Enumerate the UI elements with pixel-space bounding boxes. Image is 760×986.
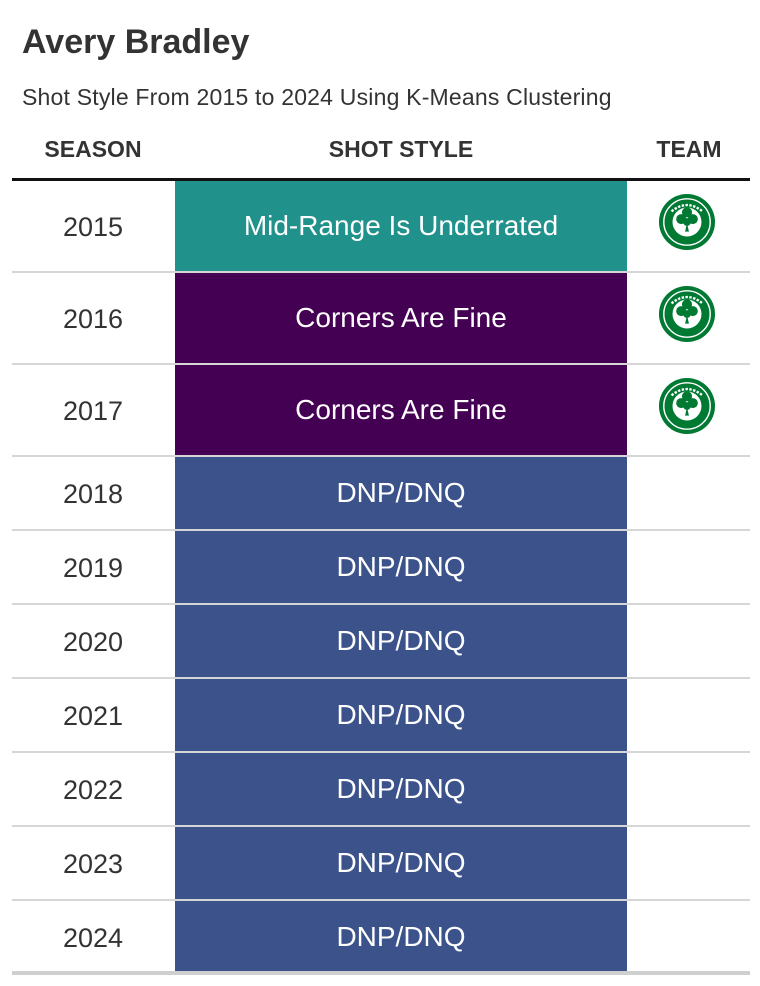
team-cell [628,679,750,753]
season-cell: 2018 [62,478,124,509]
team-cell [628,457,750,531]
celtics-logo-icon [658,285,716,343]
table-row: 2020 DNP/DNQ [12,605,750,679]
season-cell: 2021 [62,700,124,731]
season-cell: 2024 [62,922,124,953]
team-cell [628,901,750,975]
team-cell [628,827,750,901]
season-cell: 2016 [62,303,124,334]
table-body: 2015 Mid-Range Is Underrated 2016 Corners A… [12,181,750,975]
row-divider [12,677,750,679]
table-row: 2015 Mid-Range Is Underrated [12,181,750,273]
header-divider [12,178,750,181]
team-cell [628,531,750,605]
celtics-logo-icon [658,193,716,251]
shot-style-cell: Corners Are Fine [175,365,627,455]
celtics-logo-icon [658,377,716,435]
shot-style-cell: Mid-Range Is Underrated [175,181,627,271]
row-divider [12,455,750,457]
shot-style-cell: DNP/DNQ [175,827,627,899]
shot-style-cell: DNP/DNQ [175,753,627,825]
table-row: 2016 Corners Are Fine [12,273,750,365]
column-header-season: SEASON [44,136,142,162]
team-cell [628,273,750,365]
table-row: 2024 DNP/DNQ [12,901,750,975]
shot-style-cell: DNP/DNQ [175,605,627,677]
table-row: 2019 DNP/DNQ [12,531,750,605]
team-cell [628,753,750,827]
table-row: 2022 DNP/DNQ [12,753,750,827]
row-divider [12,971,750,975]
row-divider [12,751,750,753]
season-cell: 2017 [62,395,124,426]
shot-style-cell: Corners Are Fine [175,273,627,363]
row-divider [12,529,750,531]
team-cell [628,181,750,273]
season-cell: 2022 [62,774,124,805]
page-title: Avery Bradley [22,23,250,61]
team-cell [628,605,750,679]
table-row: 2023 DNP/DNQ [12,827,750,901]
team-cell [628,365,750,457]
table-row: 2021 DNP/DNQ [12,679,750,753]
table-row: 2018 DNP/DNQ [12,457,750,531]
shot-style-cell: DNP/DNQ [175,531,627,603]
row-divider [12,825,750,827]
shot-style-cell: DNP/DNQ [175,679,627,751]
shot-style-cell: DNP/DNQ [175,901,627,973]
season-cell: 2020 [62,626,124,657]
row-divider [12,603,750,605]
row-divider [12,899,750,901]
season-cell: 2019 [62,552,124,583]
column-header-team: TEAM [656,136,722,162]
page-subtitle: Shot Style From 2015 to 2024 Using K-Mea… [22,84,612,110]
row-divider [12,363,750,365]
season-cell: 2015 [62,211,124,242]
season-cell: 2023 [62,848,124,879]
table-row: 2017 Corners Are Fine [12,365,750,457]
shot-style-cell: DNP/DNQ [175,457,627,529]
row-divider [12,271,750,273]
column-header-shot-style: SHOT STYLE [328,136,474,162]
